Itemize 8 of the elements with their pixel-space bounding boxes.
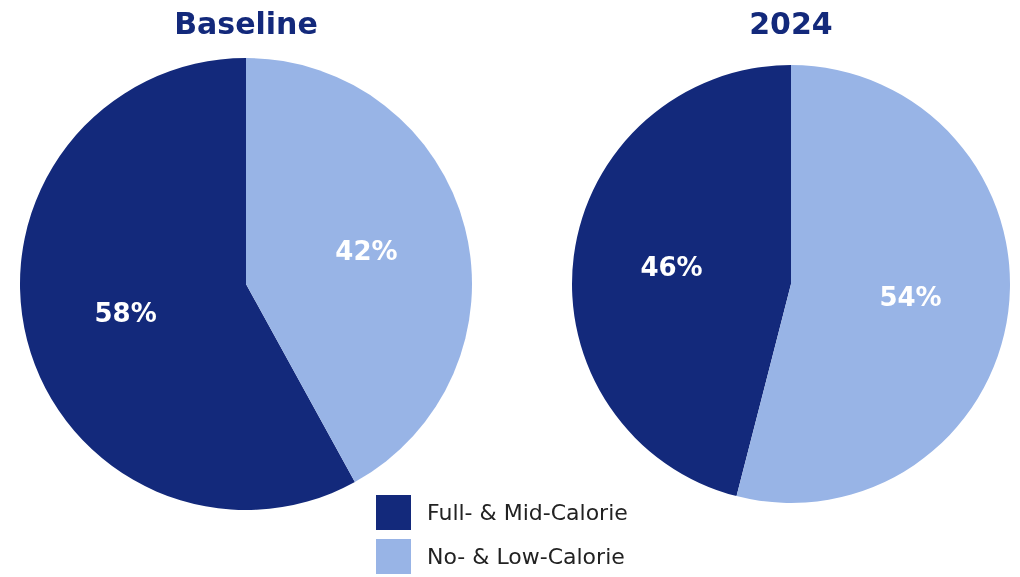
chart-title: 2024 bbox=[749, 5, 833, 41]
data-label: 54% bbox=[879, 281, 942, 312]
data-label: 46% bbox=[640, 251, 703, 282]
chart-title: Baseline bbox=[174, 5, 318, 41]
legend-label: No- & Low-Calorie bbox=[427, 543, 625, 569]
legend-label: Full- & Mid-Calorie bbox=[427, 499, 628, 525]
data-label: 42% bbox=[335, 235, 398, 266]
data-label: 58% bbox=[94, 297, 157, 328]
